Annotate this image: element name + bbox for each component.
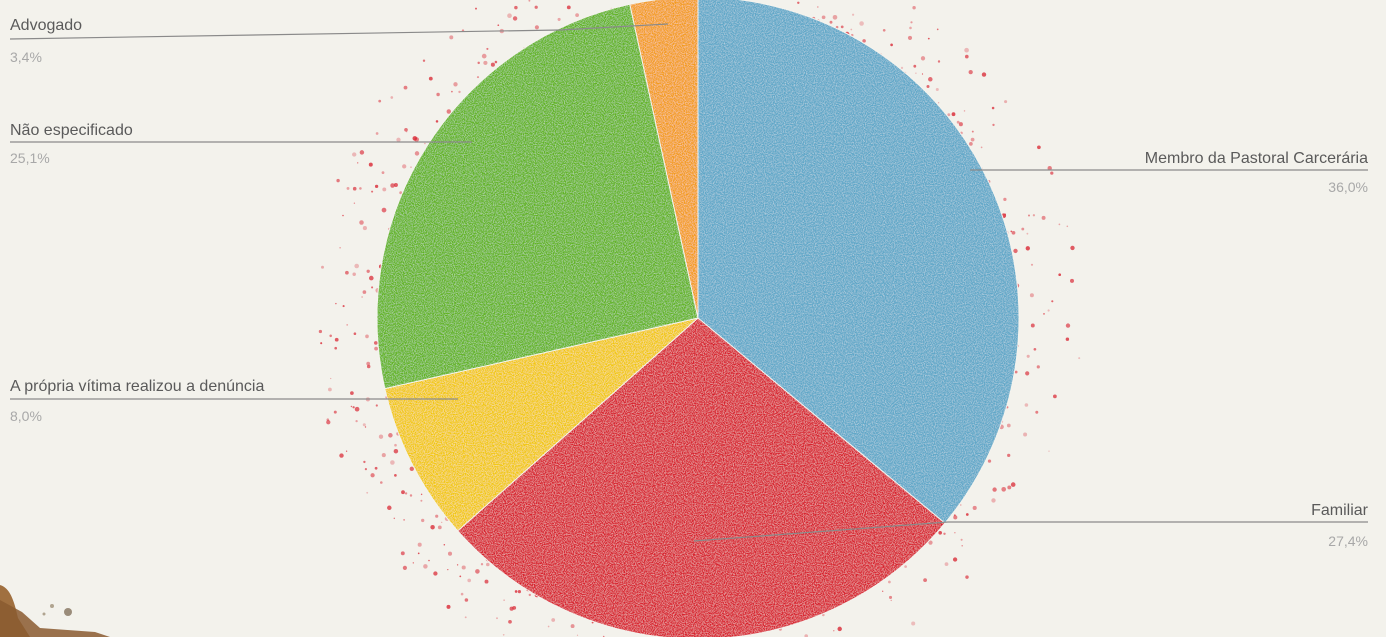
- slice-label-membro: Membro da Pastoral Carcerária: [1145, 150, 1368, 167]
- slice-value-advogado: 3,4%: [10, 49, 42, 65]
- pie-slice-3: [376, 3, 699, 390]
- slice-value-nao-especificado: 25,1%: [10, 150, 50, 166]
- slice-value-familiar: 27,4%: [1328, 533, 1368, 549]
- leader-line-advogado-inner: [559, 23, 669, 31]
- slice-labels: Membro da Pastoral Carcerária 36,0% Fami…: [9, 17, 1369, 549]
- slice-label-propria-vitima: A própria vítima realizou a denúncia: [10, 378, 264, 395]
- slice-label-advogado: Advogado: [10, 17, 82, 34]
- pie-slice-0: [697, 0, 1020, 524]
- pie-slice-4: [629, 0, 699, 319]
- slice-value-membro: 36,0%: [1328, 179, 1368, 195]
- slice-label-nao-especificado: Não especificado: [10, 122, 133, 139]
- slice-label-familiar: Familiar: [1311, 502, 1369, 519]
- pie-slice-1: [456, 317, 946, 637]
- slice-value-propria-vitima: 8,0%: [10, 408, 42, 424]
- pie-slices: [376, 0, 1020, 637]
- leader-line-advogado: [9, 29, 561, 40]
- leader-line-familiar-inner: [693, 521, 949, 542]
- decorative-figure: [0, 585, 110, 637]
